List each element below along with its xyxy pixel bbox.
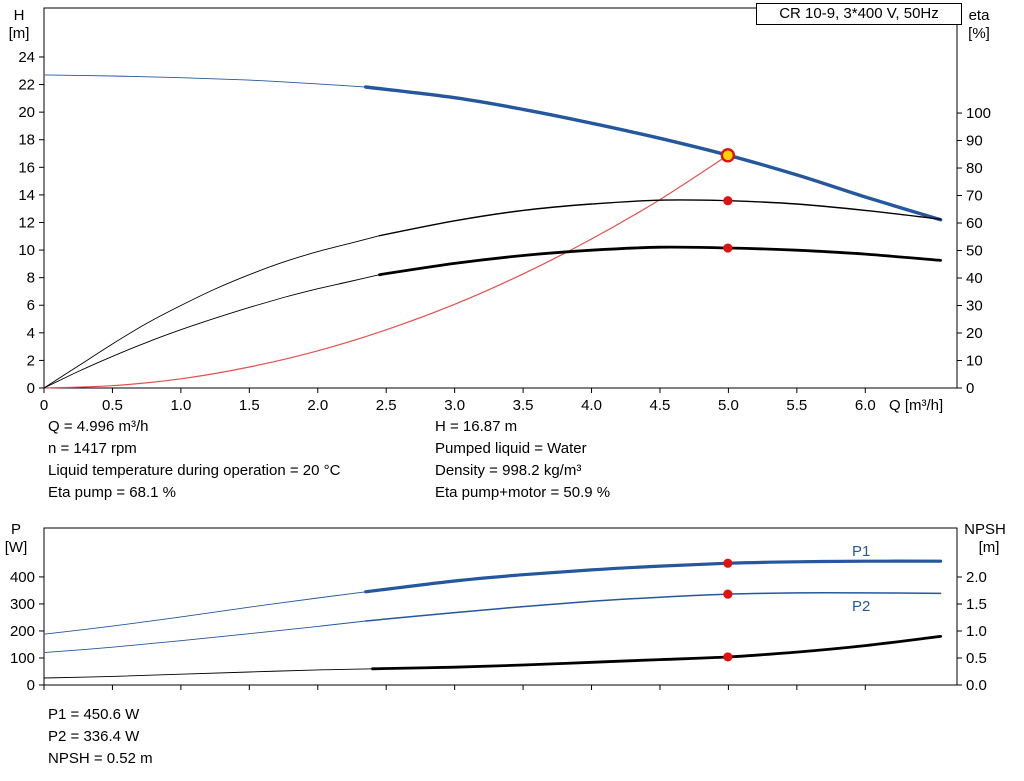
info-line-rpm: n = 1417 rpm [48,440,137,457]
eta-pump-point [723,196,733,206]
p1-curve-thin [43,591,367,635]
info-line-temperature: Liquid temperature during operation = 20… [48,462,341,479]
x-tick-label: 4.5 [650,397,671,414]
p1-curve [364,559,943,594]
x-tick-label: 6.0 [855,397,876,414]
eta-pump-motor-point [723,243,733,253]
left-tick-label: 24 [18,49,35,66]
x-tick-label: 2.0 [307,397,328,414]
info-line-p2: P2 = 336.4 W [48,728,140,745]
info-line-npsh: NPSH = 0.52 m [48,750,153,767]
h-axis-name: H [14,7,25,24]
info-line-eta-pump-motor: Eta pump+motor = 50.9 % [435,484,611,501]
right-tick-label: 40 [966,270,983,287]
right-tick-label: 90 [966,133,983,150]
left-tick-label: 20 [18,104,35,121]
npsh-curve [371,635,942,671]
left-tick-label: 16 [18,159,35,176]
p-axis-unit: [W] [5,539,28,556]
right-tick-label: 20 [966,325,983,342]
eta-pump-motor-curve [378,245,942,277]
h-axis-unit: [m] [9,25,30,42]
right-tick-label: 60 [966,215,983,232]
left-tick-label: 8 [27,270,35,287]
right-tick-label: 50 [966,243,983,260]
eta-axis-unit: [%] [968,25,990,42]
left-tick-label: 0 [27,380,35,397]
npsh-axis-unit: [m] [979,539,1000,556]
top-chart-hq-eta: 0 0.5 1.0 1.5 2.0 2.5 3.0 3.5 4.0 4.5 5.0 5.5 6.0024… [18,7,991,414]
power-info: P1 = 450.6 W P2 = 336.4 W NPSH = 0.52 m [48,704,153,770]
right-tick-label: 1.5 [966,596,987,613]
x-tick-label: 2.5 [376,397,397,414]
left-tick-label: 100 [10,650,35,667]
right-tick-label: 10 [966,353,983,370]
x-tick-label: 0.5 [102,397,123,414]
right-tick-label: 0.0 [966,677,987,694]
info-line-h: H = 16.87 m [435,418,518,435]
x-tick-label: 3.0 [444,397,465,414]
left-tick-label: 300 [10,596,35,613]
x-tick-label: 1.5 [239,397,260,414]
p2-point [723,589,733,599]
right-tick-label: 70 [966,188,983,205]
left-tick-label: 18 [18,132,35,149]
right-tick-label: 2.0 [966,569,987,586]
right-tick-label: 80 [966,160,983,177]
eta-pump-motor-curve-thin [43,274,380,389]
right-tick-label: 100 [966,105,991,122]
npsh-point [723,652,733,662]
bottom-chart-power-npsh: 0 100 200 300 400 0.0 0.5 1.0 1.5 2.0 P1 P2 [10,527,987,694]
eta-pump-curve [378,199,942,237]
right-tick-label: 1.0 [966,623,987,640]
h-curve-thin [43,74,367,88]
p1-point [723,558,733,568]
left-tick-label: 14 [18,187,35,204]
left-tick-label: 12 [18,214,35,231]
info-line-p1: P1 = 450.6 W [48,706,140,723]
plot-frame [43,7,958,389]
x-tick-label: 3.5 [513,397,534,414]
p-axis-name: P [11,521,21,538]
p2-curve [364,591,942,622]
npsh-axis-name: NPSH [964,521,1006,538]
eta-pump-curve-thin [43,235,380,389]
right-tick-label: 30 [966,298,983,315]
x-tick-label: 5.0 [718,397,739,414]
left-tick-label: 4 [27,325,35,342]
right-tick-label: 0.5 [966,650,987,667]
x-tick-label: 0 [40,397,48,414]
right-tick-label: 0 [966,380,974,397]
info-line-q: Q = 4.996 m³/h [48,418,149,435]
left-tick-label: 200 [10,623,35,640]
x-tick-label: 1.0 [170,397,191,414]
system-curve [43,154,729,389]
x-tick-label: 4.0 [581,397,602,414]
p2-curve-thin [43,620,367,654]
left-tick-label: 22 [18,77,35,94]
info-line-density: Density = 998.2 kg/m³ [435,462,582,479]
duty-info-right: H = 16.87 m Pumped liquid = Water Densit… [435,416,610,504]
info-line-liquid: Pumped liquid = Water [435,440,587,457]
duty-point [720,148,736,163]
info-line-eta-pump: Eta pump = 68.1 % [48,484,176,501]
p2-curve-label: P2 [852,598,870,615]
eta-axis-name: eta [969,7,991,24]
left-tick-label: 2 [27,352,35,369]
q-axis-label: Q [m³/h] [889,397,943,414]
duty-info-left: Q = 4.996 m³/h n = 1417 rpm Liquid tempe… [48,416,340,504]
p1-curve-label: P1 [852,543,870,560]
plot-frame [43,527,958,686]
left-tick-label: 10 [18,242,35,259]
pump-title-box: CR 10-9, 3*400 V, 50Hz [756,3,962,25]
left-tick-label: 0 [27,677,35,694]
x-tick-label: 5.5 [786,397,807,414]
left-tick-label: 400 [10,569,35,586]
left-tick-label: 6 [27,297,35,314]
h-curve [364,85,943,222]
npsh-curve-thin [43,668,373,679]
